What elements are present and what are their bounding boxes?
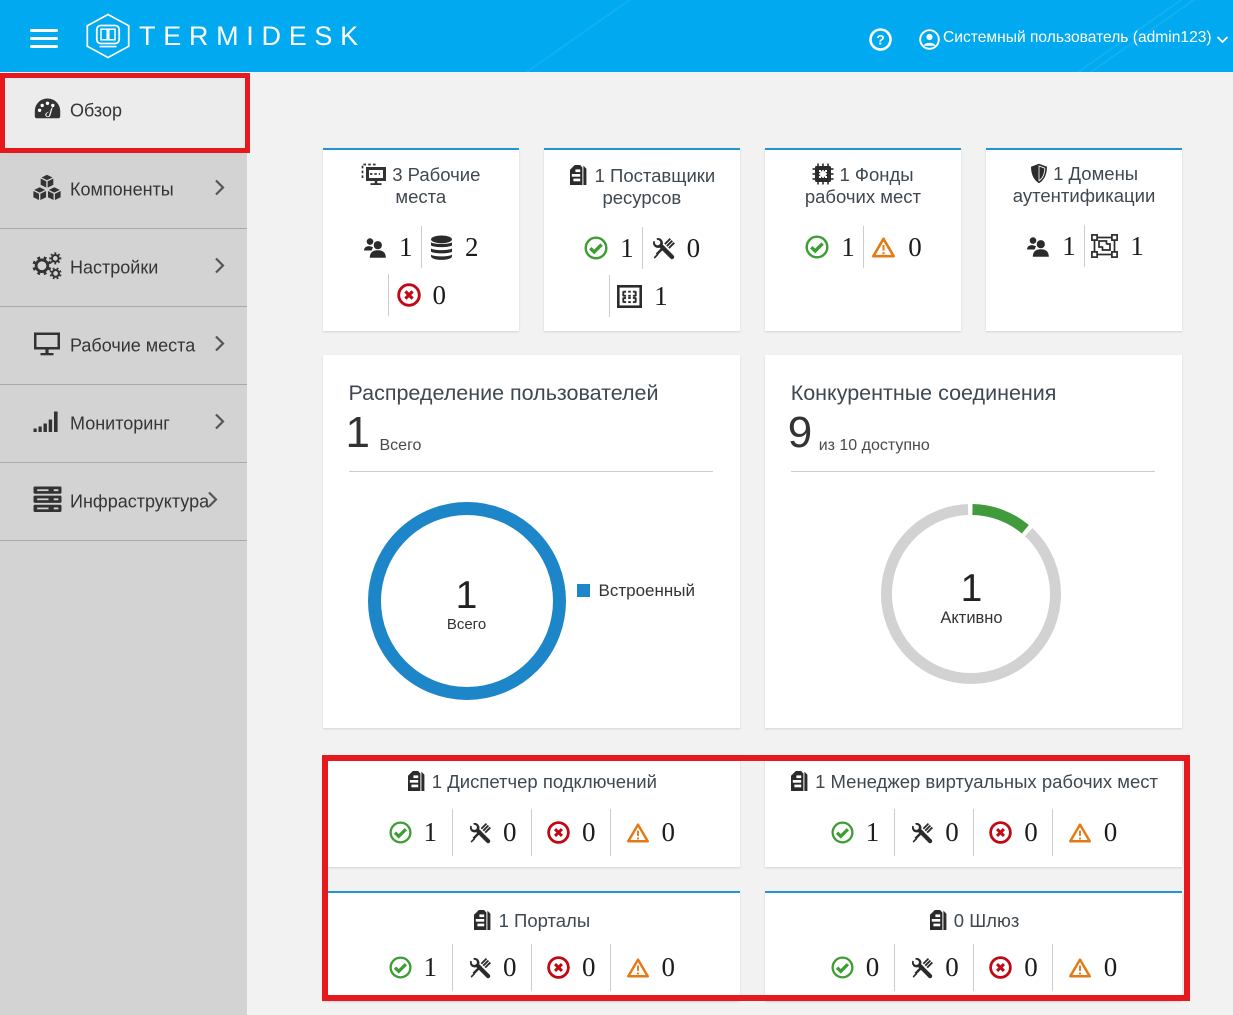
svg-text:?: ?	[876, 32, 885, 48]
